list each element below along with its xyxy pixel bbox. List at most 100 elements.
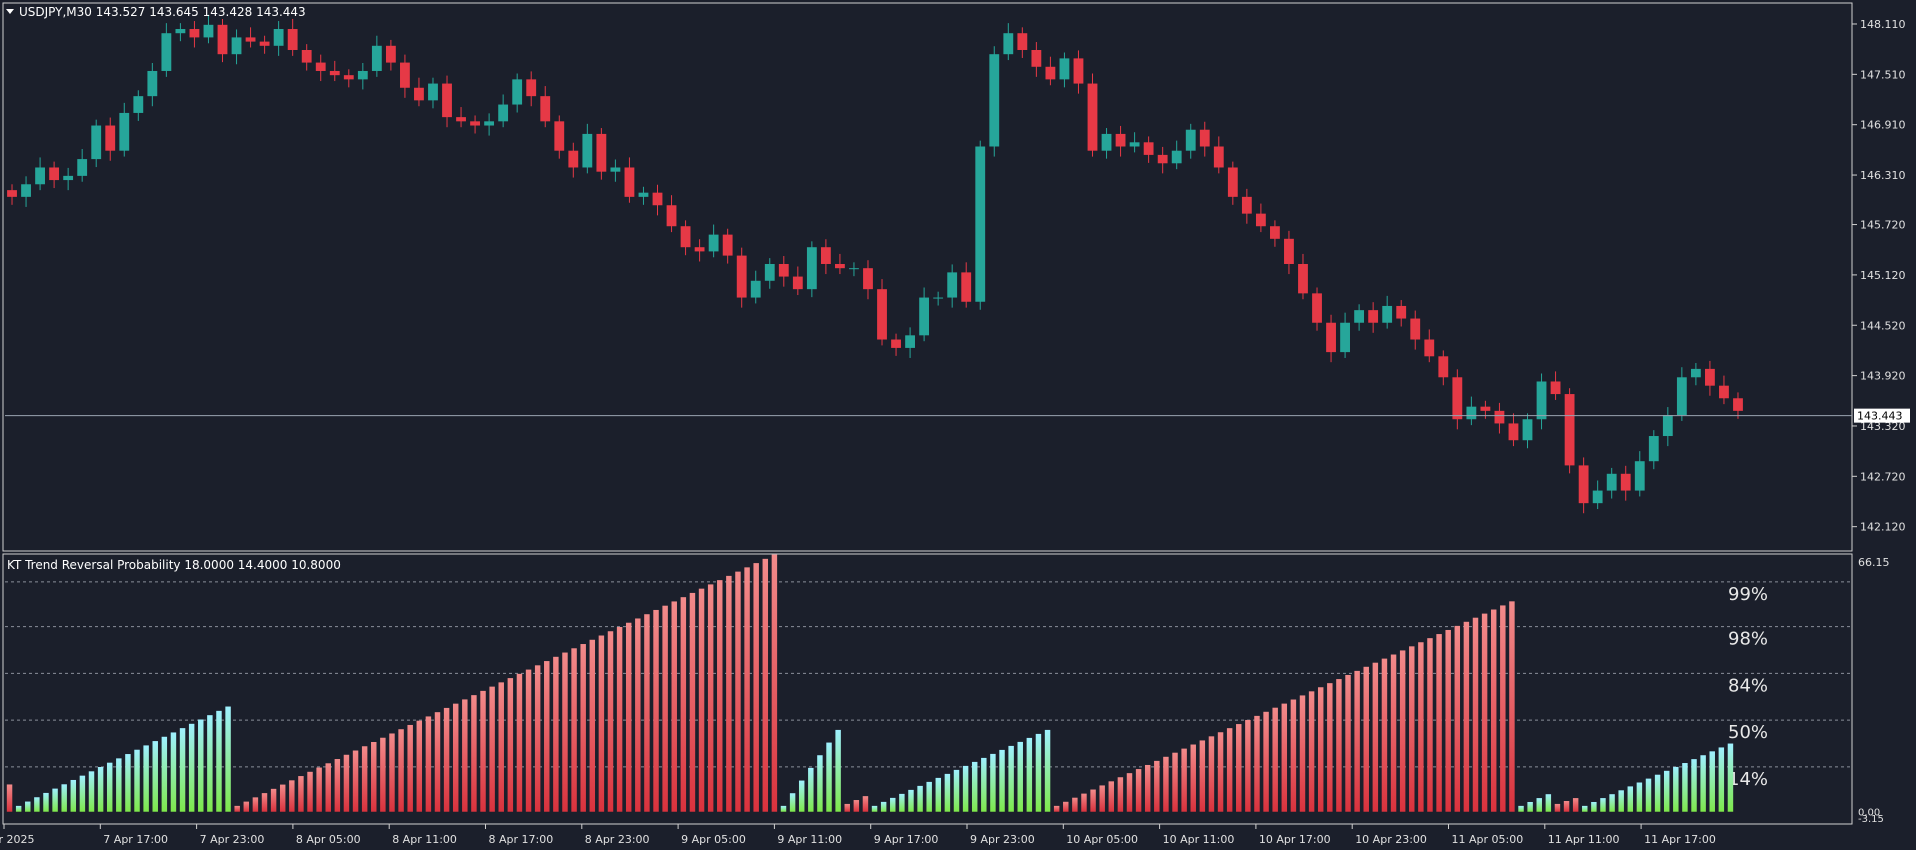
histogram-bar — [1044, 729, 1051, 812]
histogram-bar — [1636, 782, 1643, 812]
candle-body — [596, 133, 607, 172]
histogram-bar — [1017, 741, 1023, 812]
candle-body — [1466, 406, 1477, 420]
histogram-bar — [1727, 743, 1734, 812]
candle-body — [21, 184, 31, 197]
candle-body — [498, 104, 509, 122]
histogram-bar — [252, 797, 259, 812]
candle-body — [540, 96, 551, 122]
indicator-panel[interactable] — [2, 553, 1853, 825]
candle-body — [722, 234, 733, 256]
histogram-bar — [1217, 732, 1224, 812]
histogram-bar — [1072, 797, 1078, 812]
candle-body — [1438, 356, 1449, 378]
histogram-bar — [334, 759, 341, 812]
candle-body — [1017, 33, 1028, 50]
time-tick-label: 11 Apr 05:00 — [1452, 833, 1524, 846]
histogram-bar — [962, 765, 969, 812]
histogram-bar — [371, 741, 377, 812]
histogram-bar — [616, 626, 623, 812]
histogram-bar — [1536, 798, 1542, 812]
candle-body — [1634, 461, 1645, 491]
current-price-line: 143.443 — [5, 408, 1910, 423]
indicator-zero-label: 0.00 — [1858, 808, 1880, 819]
candle-body — [1284, 238, 1294, 264]
histogram-bar — [1190, 744, 1196, 812]
histogram-bar — [644, 614, 650, 812]
candle-body — [77, 159, 88, 176]
candle-body — [989, 54, 1000, 147]
candle-body — [119, 112, 130, 151]
time-tick-label: 11 Apr 11:00 — [1548, 833, 1620, 846]
histogram-bar — [425, 716, 432, 812]
current-price-label: 143.443 — [1857, 410, 1903, 423]
candle-body — [652, 192, 663, 206]
histogram-bar — [188, 723, 195, 812]
histogram-bar — [926, 781, 932, 812]
dropdown-triangle-icon[interactable] — [6, 9, 14, 14]
histogram-bar — [544, 661, 550, 812]
histogram-bar — [1591, 801, 1597, 812]
histogram-bar — [1399, 650, 1406, 812]
candle-body — [147, 70, 158, 97]
histogram-bar — [61, 784, 67, 812]
candle-body — [428, 83, 438, 101]
indicator-histogram — [6, 554, 1734, 812]
candle-body — [947, 272, 958, 298]
histogram-bar — [216, 710, 222, 812]
time-tick-label: 10 Apr 11:00 — [1163, 833, 1235, 846]
time-tick-label: 9 Apr 17:00 — [874, 833, 939, 846]
histogram-bar — [1572, 798, 1579, 812]
histogram-bar — [1673, 766, 1679, 812]
histogram-bar — [553, 656, 559, 812]
histogram-bar — [835, 729, 841, 812]
histogram-bar — [498, 682, 504, 812]
histogram-bar — [853, 800, 860, 812]
candle-body — [1662, 415, 1673, 437]
histogram-bar — [880, 801, 887, 812]
indicator-axis: 66.15 0.00-3.15 — [1858, 556, 1890, 825]
histogram-bar — [1445, 629, 1451, 812]
histogram-bar — [580, 644, 586, 812]
histogram-bar — [1700, 755, 1706, 812]
candle-body — [133, 96, 144, 113]
time-tick-label: 8 Apr 11:00 — [392, 833, 457, 846]
candle-body — [1270, 226, 1280, 239]
histogram-bar — [917, 785, 923, 812]
candle-body — [526, 79, 537, 97]
price-tick-label: 145.720 — [1860, 219, 1906, 232]
histogram-bar — [844, 803, 850, 812]
time-tick-label: 8 Apr 05:00 — [296, 833, 361, 846]
histogram-bar — [15, 805, 22, 812]
candle-body — [245, 37, 256, 42]
histogram-bar — [97, 767, 104, 812]
candle-body — [161, 33, 172, 71]
histogram-bar — [1181, 748, 1187, 812]
histogram-bar — [1372, 662, 1379, 812]
histogram-bar — [1245, 719, 1251, 812]
candle-body — [1087, 83, 1098, 151]
candle-body — [1719, 385, 1729, 399]
candle-body — [736, 255, 747, 298]
histogram-bar — [298, 776, 304, 812]
histogram-bar — [79, 775, 86, 812]
histogram-bar — [1135, 769, 1142, 812]
histogram-bar — [1290, 699, 1297, 812]
histogram-bar — [981, 757, 987, 812]
histogram-bar — [971, 761, 978, 812]
level-label: 50% — [1728, 722, 1768, 743]
histogram-bar — [152, 741, 158, 812]
histogram-bar — [1126, 773, 1133, 812]
histogram-bar — [589, 639, 596, 812]
price-tick-label: 145.120 — [1860, 269, 1906, 282]
histogram-bar — [1691, 759, 1697, 812]
price-panel[interactable] — [2, 2, 1853, 552]
candle-body — [7, 190, 17, 197]
histogram-bar — [462, 699, 468, 812]
histogram-bar — [698, 588, 705, 812]
candle-body — [1354, 310, 1365, 323]
histogram-bar — [1035, 733, 1042, 812]
candle-body — [1564, 394, 1575, 466]
histogram-bar — [52, 788, 58, 812]
histogram-bar — [1490, 609, 1497, 812]
